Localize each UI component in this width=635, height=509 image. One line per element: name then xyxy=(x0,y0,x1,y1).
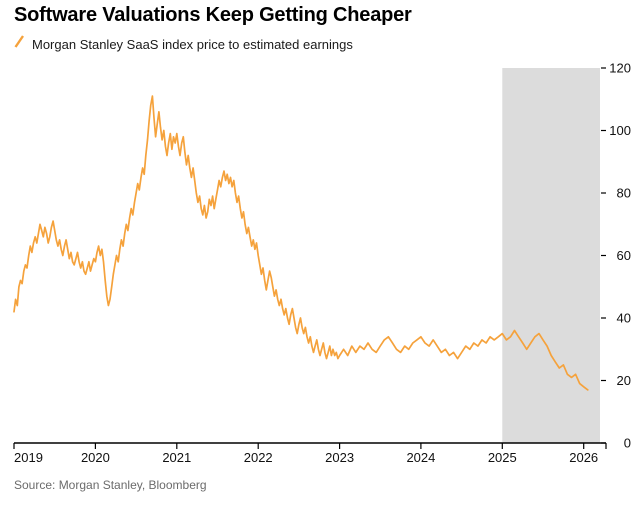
x-tick-label: 2022 xyxy=(244,450,273,465)
legend-label: Morgan Stanley SaaS index price to estim… xyxy=(32,36,353,52)
legend-line-marker xyxy=(14,34,25,54)
x-tick-label: 2020 xyxy=(81,450,110,465)
y-tick-label: 0 xyxy=(624,436,631,451)
y-tick-label: 120 xyxy=(609,61,631,76)
source-note: Source: Morgan Stanley, Bloomberg xyxy=(14,478,207,492)
x-tick-label: 2024 xyxy=(406,450,435,465)
y-tick-label: 80 xyxy=(617,186,631,201)
y-tick-label: 60 xyxy=(617,248,631,263)
saas-index-line xyxy=(13,95,589,391)
y-tick-label: 20 xyxy=(617,373,631,388)
chart-title: Software Valuations Keep Getting Cheaper xyxy=(14,4,412,26)
x-tick-label: 2023 xyxy=(325,450,354,465)
y-tick-label: 40 xyxy=(617,311,631,326)
shaded-region xyxy=(502,68,600,443)
x-tick-label: 2026 xyxy=(569,450,598,465)
x-tick-label: 2025 xyxy=(488,450,517,465)
x-tick-label: 2019 xyxy=(14,450,43,465)
y-tick-label: 100 xyxy=(609,123,631,138)
chart-legend: Morgan Stanley SaaS index price to estim… xyxy=(14,34,353,54)
x-tick-label: 2021 xyxy=(162,450,191,465)
